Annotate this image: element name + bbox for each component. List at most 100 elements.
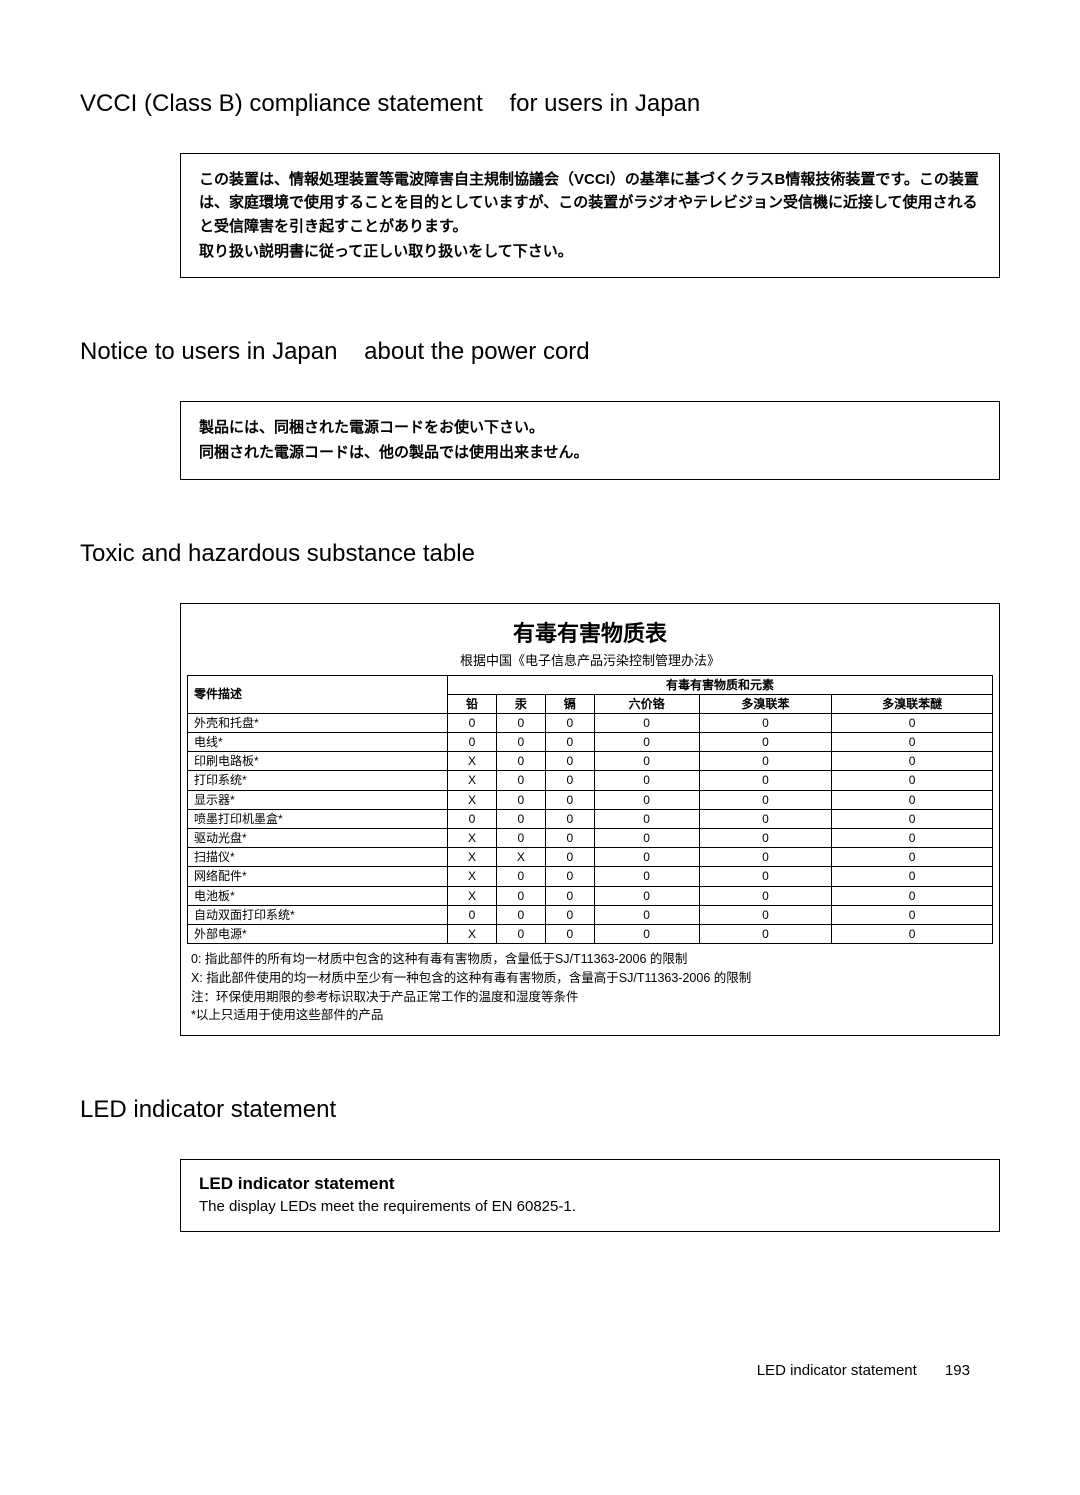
col-header-substance: 多溴联苯醚 [832,694,993,713]
cell-value: 0 [545,733,594,752]
toxic-note-line: X: 指此部件使用的均一材质中至少有一种包含的这种有毒有害物质，含量高于SJ/T… [191,969,989,988]
cell-value: X [496,848,545,867]
cell-value: 0 [832,867,993,886]
cell-value: 0 [832,829,993,848]
cell-value: 0 [699,886,832,905]
cell-value: X [447,924,496,943]
cell-value: X [447,790,496,809]
cell-value: X [447,752,496,771]
table-row: 电池板*X00000 [188,886,993,905]
substance-table-head: 零件描述有毒有害物质和元素铅汞镉六价铬多溴联苯多溴联苯醚 [188,675,993,713]
cell-part: 扫描仪* [188,848,448,867]
heading-powercord: Notice to users in Japan about the power… [80,338,1000,366]
cell-value: 0 [496,905,545,924]
cell-value: 0 [594,790,699,809]
cell-part: 显示器* [188,790,448,809]
cell-value: 0 [699,809,832,828]
toxic-note-line: 0: 指此部件的所有均一材质中包含的这种有毒有害物质，含量低于SJ/T11363… [191,950,989,969]
cell-part: 外部电源* [188,924,448,943]
cell-value: 0 [594,829,699,848]
powercord-statement-box: 製品には、同梱された電源コードをお使い下さい。 同梱された電源コードは、他の製品… [180,401,1000,480]
cell-value: 0 [545,790,594,809]
cell-value: X [447,771,496,790]
cell-value: 0 [496,752,545,771]
footer-label: LED indicator statement [757,1362,917,1379]
heading-led: LED indicator statement [80,1096,1000,1124]
vcci-paragraph-1: この装置は、情報処理装置等電波障害自主規制協議会（VCCI）の基準に基づくクラス… [199,168,981,238]
cell-value: 0 [447,809,496,828]
cell-value: 0 [496,809,545,828]
cell-value: 0 [496,713,545,732]
cell-value: 0 [496,886,545,905]
vcci-statement-box: この装置は、情報処理装置等電波障害自主規制協議会（VCCI）の基準に基づくクラス… [180,153,1000,278]
cell-value: 0 [545,771,594,790]
page-footer: LED indicator statement 193 [80,1362,1000,1379]
col-header-group: 有毒有害物质和元素 [447,675,992,694]
cell-value: 0 [447,733,496,752]
cell-value: 0 [496,867,545,886]
cell-value: 0 [545,829,594,848]
cell-value: X [447,867,496,886]
table-row: 自动双面打印系统*000000 [188,905,993,924]
toxic-table-subtitle: 根据中国《电子信息产品污染控制管理办法》 [187,650,993,669]
cell-value: 0 [496,771,545,790]
cell-value: 0 [594,809,699,828]
cell-value: 0 [594,886,699,905]
cell-part: 打印系统* [188,771,448,790]
cell-value: 0 [545,867,594,886]
cell-part: 外壳和托盘* [188,713,448,732]
cell-value: 0 [832,713,993,732]
heading-vcci: VCCI (Class B) compliance statement for … [80,90,1000,118]
table-row: 外部电源*X00000 [188,924,993,943]
cell-value: 0 [545,905,594,924]
cell-value: 0 [545,752,594,771]
table-row: 驱动光盘*X00000 [188,829,993,848]
toxic-note-line: 注：环保使用期限的参考标识取决于产品正常工作的温度和湿度等条件 [191,988,989,1007]
cell-value: 0 [496,733,545,752]
cell-value: 0 [496,829,545,848]
cell-value: 0 [594,867,699,886]
cell-value: 0 [545,886,594,905]
cell-value: 0 [594,848,699,867]
cell-value: 0 [832,809,993,828]
table-row: 显示器*X00000 [188,790,993,809]
cell-value: 0 [594,713,699,732]
cell-part: 电线* [188,733,448,752]
cell-value: 0 [699,905,832,924]
cell-value: 0 [699,848,832,867]
cell-value: 0 [545,713,594,732]
led-box-heading: LED indicator statement [199,1174,981,1194]
cell-value: X [447,886,496,905]
cell-part: 喷墨打印机墨盒* [188,809,448,828]
cell-value: 0 [545,924,594,943]
table-row: 印刷电路板*X00000 [188,752,993,771]
substance-table: 零件描述有毒有害物质和元素铅汞镉六价铬多溴联苯多溴联苯醚 外壳和托盘*00000… [187,675,993,945]
cell-value: X [447,829,496,848]
cell-value: 0 [594,924,699,943]
col-header-substance: 多溴联苯 [699,694,832,713]
vcci-paragraph-2: 取り扱い説明書に従って正しい取り扱いをして下さい。 [199,240,981,263]
cell-value: 0 [699,771,832,790]
cell-part: 印刷电路板* [188,752,448,771]
col-header-substance: 铅 [447,694,496,713]
cell-value: 0 [832,905,993,924]
cell-value: 0 [832,848,993,867]
cell-value: 0 [699,733,832,752]
col-header-substance: 镉 [545,694,594,713]
cell-value: 0 [699,790,832,809]
cell-value: 0 [594,905,699,924]
table-row: 喷墨打印机墨盒*000000 [188,809,993,828]
toxic-table-notes: 0: 指此部件的所有均一材质中包含的这种有毒有害物质，含量低于SJ/T11363… [191,950,989,1025]
cell-value: 0 [447,713,496,732]
table-row: 电线*000000 [188,733,993,752]
cell-part: 电池板* [188,886,448,905]
cell-value: 0 [832,924,993,943]
cell-value: 0 [699,752,832,771]
cell-part: 驱动光盘* [188,829,448,848]
toxic-note-line: *以上只适用于使用这些部件的产品 [191,1006,989,1025]
cell-value: 0 [832,733,993,752]
cell-value: 0 [496,924,545,943]
led-box-body: The display LEDs meet the requirements o… [199,1198,981,1215]
table-row: 外壳和托盘*000000 [188,713,993,732]
table-row: 扫描仪*XX0000 [188,848,993,867]
